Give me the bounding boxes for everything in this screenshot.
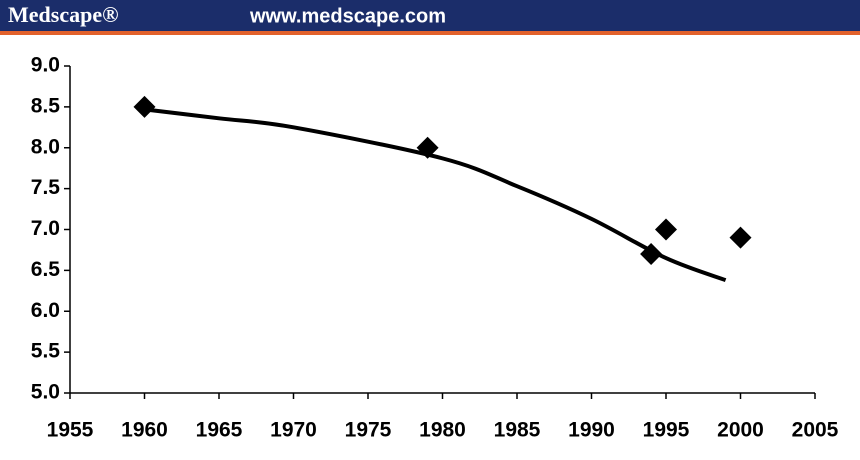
- logo: Medscape®: [8, 2, 119, 27]
- y-tick-label: 8.0: [31, 135, 60, 158]
- header-stripe: [0, 31, 860, 35]
- header-bar: [0, 0, 860, 31]
- trend-line: [144, 107, 727, 283]
- y-tick-label: 6.5: [31, 258, 61, 281]
- y-tick-label: 7.0: [31, 217, 60, 240]
- x-tick-label: 1990: [568, 419, 615, 442]
- point: [640, 243, 663, 266]
- y-tick-label: 7.5: [31, 176, 61, 199]
- point: [655, 218, 677, 241]
- x-tick-label: 1965: [196, 419, 243, 442]
- y-tick-label: 5.0: [31, 381, 60, 404]
- x-tick-label: 1970: [270, 419, 317, 442]
- x-tick-label: 1975: [345, 419, 392, 442]
- y-tick-label: 8.5: [31, 94, 61, 117]
- x-tick-label: 1960: [121, 419, 168, 442]
- x-tick-label: 1955: [47, 419, 94, 442]
- point: [133, 95, 156, 118]
- x-tick-label: 2000: [717, 419, 764, 442]
- point: [729, 226, 752, 249]
- y-tick-label: 6.0: [31, 299, 60, 322]
- y-tick-label: 9.0: [31, 54, 60, 77]
- y-tick-label: 5.5: [31, 340, 61, 363]
- x-tick-label: 2005: [792, 419, 839, 442]
- x-tick-label: 1985: [494, 419, 541, 442]
- point: [416, 136, 439, 159]
- x-tick-label: 1995: [643, 419, 690, 442]
- url: www.medscape.com: [249, 5, 446, 27]
- x-tick-label: 1980: [419, 419, 466, 442]
